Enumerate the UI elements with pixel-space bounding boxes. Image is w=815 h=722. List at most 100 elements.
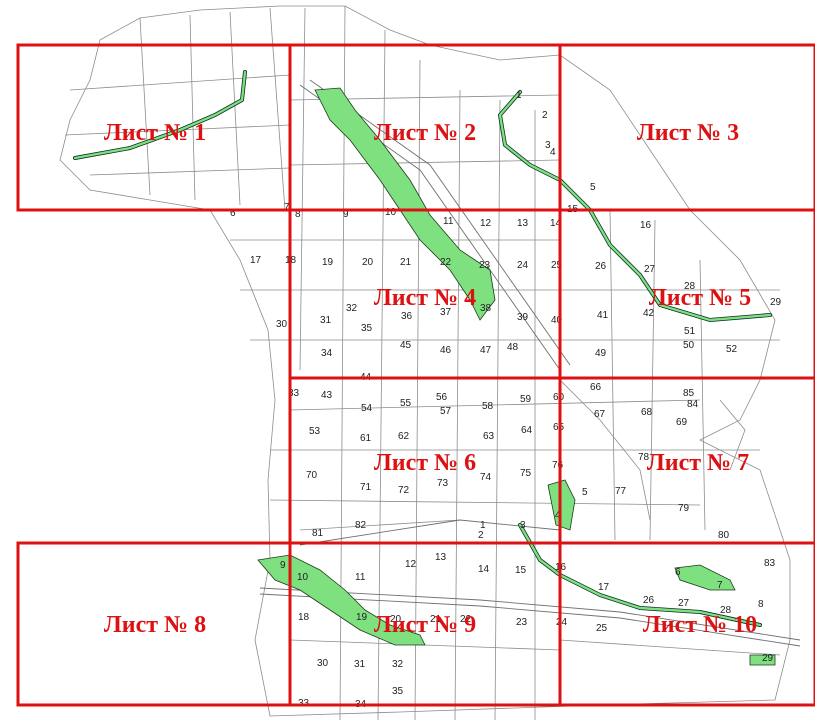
parcel-number: 74 <box>480 472 492 483</box>
parcel-number: 30 <box>317 658 329 669</box>
parcel-number: 38 <box>480 303 492 314</box>
parcel-number: 32 <box>346 303 358 314</box>
parcel-number: 22 <box>440 257 452 268</box>
parcel-number: 58 <box>482 401 494 412</box>
parcel-number: 43 <box>321 390 333 401</box>
parcel-number: 13 <box>435 552 447 563</box>
parcel-number: 75 <box>520 468 532 479</box>
parcel-number: 37 <box>440 307 452 318</box>
parcel-number: 9 <box>343 209 349 220</box>
parcel-number: 13 <box>517 218 529 229</box>
parcel-number: 2 <box>478 530 484 541</box>
parcel-number: 52 <box>726 344 738 355</box>
parcel-number: 35 <box>361 323 373 334</box>
parcel-number: 47 <box>480 345 492 356</box>
parcel-number: 34 <box>321 348 333 359</box>
parcel-number: 16 <box>640 220 652 231</box>
parcel-number: 1 <box>516 90 522 101</box>
sheet-10-frame[interactable] <box>558 541 815 707</box>
sheet-label: Лист № 2 <box>374 120 476 146</box>
parcel-number: 4 <box>550 147 556 158</box>
parcel-number: 25 <box>551 260 563 271</box>
parcel-number: 11 <box>443 216 454 227</box>
parcel-number: 41 <box>597 310 609 321</box>
parcel-number: 82 <box>355 520 367 531</box>
parcel-number: 28 <box>720 605 732 616</box>
parcel-number: 14 <box>478 564 490 575</box>
parcel-number: 36 <box>401 311 413 322</box>
parcel-number: 48 <box>507 342 519 353</box>
parcel-number: 7 <box>284 202 290 213</box>
parcel-number: 18 <box>298 612 310 623</box>
parcel-number: 69 <box>676 417 688 428</box>
parcel-number: 15 <box>515 565 527 576</box>
parcel-number: 51 <box>684 326 696 337</box>
parcel-number: 53 <box>309 426 321 437</box>
parcel-number: 71 <box>360 482 372 493</box>
parcel-number: 85 <box>683 388 695 399</box>
sheet-label: Лист № 3 <box>637 120 739 146</box>
parcel-number: 70 <box>306 470 318 481</box>
parcel-number: 24 <box>556 617 568 628</box>
parcel-number: 19 <box>322 257 334 268</box>
sheet-label: Лист № 6 <box>374 450 476 476</box>
sheet-label: Лист № 9 <box>374 612 476 638</box>
parcel-number: 61 <box>360 433 372 444</box>
parcel-number: 72 <box>398 485 410 496</box>
sheet-label: Лист № 5 <box>649 285 751 311</box>
parcel-number: 7 <box>717 580 723 591</box>
parcel-number: 45 <box>400 340 412 351</box>
parcel-number: 3 <box>545 140 551 151</box>
parcel-number: 57 <box>440 406 452 417</box>
parcel-number: 19 <box>356 612 368 623</box>
parcel-number: 79 <box>678 503 690 514</box>
parcel-number: 27 <box>678 598 690 609</box>
parcel-number: 42 <box>643 308 655 319</box>
parcel-number: 84 <box>687 399 699 410</box>
parcel-number: 29 <box>770 297 782 308</box>
parcel-number: 8 <box>295 209 301 220</box>
parcel-number: 33 <box>288 388 300 399</box>
parcel-number: 20 <box>362 257 374 268</box>
parcel-number: 39 <box>517 312 529 323</box>
parcel-number: 21 <box>400 257 412 268</box>
parcel-number: 14 <box>550 218 562 229</box>
green-areas <box>257 87 776 666</box>
parcel-number: 2 <box>542 110 548 121</box>
parcel-number: 83 <box>764 558 776 569</box>
parcel-number: 56 <box>436 392 448 403</box>
parcel-number: 73 <box>437 478 449 489</box>
parcel-number: 80 <box>718 530 730 541</box>
parcel-number: 32 <box>392 659 404 670</box>
parcel-number: 27 <box>644 264 656 275</box>
sheet-labels: Лист № 1 Лист № 2 Лист № 3 Лист № 4 Лист… <box>104 120 757 638</box>
parcel-number: 31 <box>354 659 366 670</box>
parcel-number: 29 <box>762 653 774 664</box>
parcel-number: 26 <box>595 261 607 272</box>
parcel-number: 62 <box>398 431 410 442</box>
parcel-number: 9 <box>280 560 286 571</box>
parcel-number: 50 <box>683 340 695 351</box>
parcel-number: 23 <box>479 260 491 271</box>
sheet-label: Лист № 4 <box>374 285 476 311</box>
parcel-number: 54 <box>361 403 373 414</box>
parcel-number: 3 <box>520 520 526 531</box>
parcel-number: 67 <box>594 409 606 420</box>
parcel-number: 5 <box>582 487 588 498</box>
parcel-number: 12 <box>480 218 492 229</box>
parcel-number: 6 <box>230 208 236 219</box>
sheet-label: Лист № 8 <box>104 612 206 638</box>
parcel-number: 68 <box>641 407 653 418</box>
parcel-number: 11 <box>355 572 366 583</box>
parcel-number: 1 <box>480 520 486 531</box>
parcel-number: 55 <box>400 398 412 409</box>
parcel-number: 30 <box>276 319 288 330</box>
parcel-number: 28 <box>684 281 696 292</box>
parcel-number: 21 <box>430 614 442 625</box>
parcel-number: 78 <box>638 452 650 463</box>
parcel-number: 24 <box>517 260 529 271</box>
parcel-number: 23 <box>516 617 528 628</box>
sheet-label: Лист № 1 <box>104 120 206 146</box>
parcel-number: 64 <box>521 425 533 436</box>
